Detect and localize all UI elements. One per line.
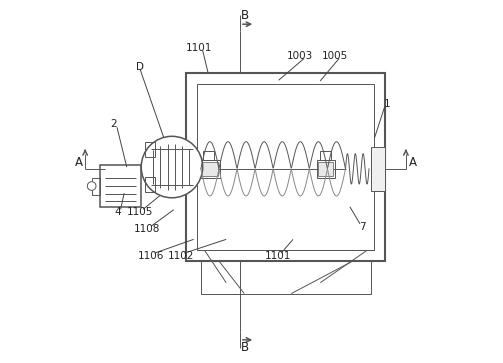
- Text: D: D: [136, 61, 144, 72]
- Bar: [145, 142, 155, 157]
- Text: 1: 1: [384, 99, 390, 109]
- Bar: [199, 160, 220, 178]
- Text: 2: 2: [110, 119, 117, 129]
- Text: A: A: [74, 156, 82, 169]
- Text: B: B: [241, 9, 249, 22]
- Bar: [201, 261, 371, 294]
- Text: 1003: 1003: [287, 51, 313, 61]
- Bar: [203, 151, 214, 160]
- Circle shape: [88, 182, 96, 190]
- Text: 1108: 1108: [134, 224, 160, 234]
- Text: 1106: 1106: [138, 251, 164, 261]
- Bar: [371, 147, 385, 191]
- Bar: [145, 177, 155, 192]
- Text: 1102: 1102: [168, 251, 194, 261]
- Text: 1101: 1101: [186, 43, 212, 53]
- Text: 4: 4: [114, 207, 121, 217]
- Bar: [320, 151, 331, 160]
- Bar: [92, 178, 100, 195]
- Text: A: A: [408, 156, 416, 169]
- Bar: [201, 162, 218, 176]
- Bar: [316, 160, 334, 178]
- Bar: [197, 84, 374, 250]
- Bar: [318, 162, 333, 176]
- Bar: [187, 73, 385, 261]
- Text: 7: 7: [360, 222, 366, 232]
- Text: 1005: 1005: [321, 51, 348, 61]
- Text: 1101: 1101: [265, 251, 291, 261]
- Circle shape: [141, 136, 203, 198]
- Bar: [100, 165, 141, 207]
- Text: 1105: 1105: [127, 207, 153, 217]
- Text: B: B: [241, 340, 249, 354]
